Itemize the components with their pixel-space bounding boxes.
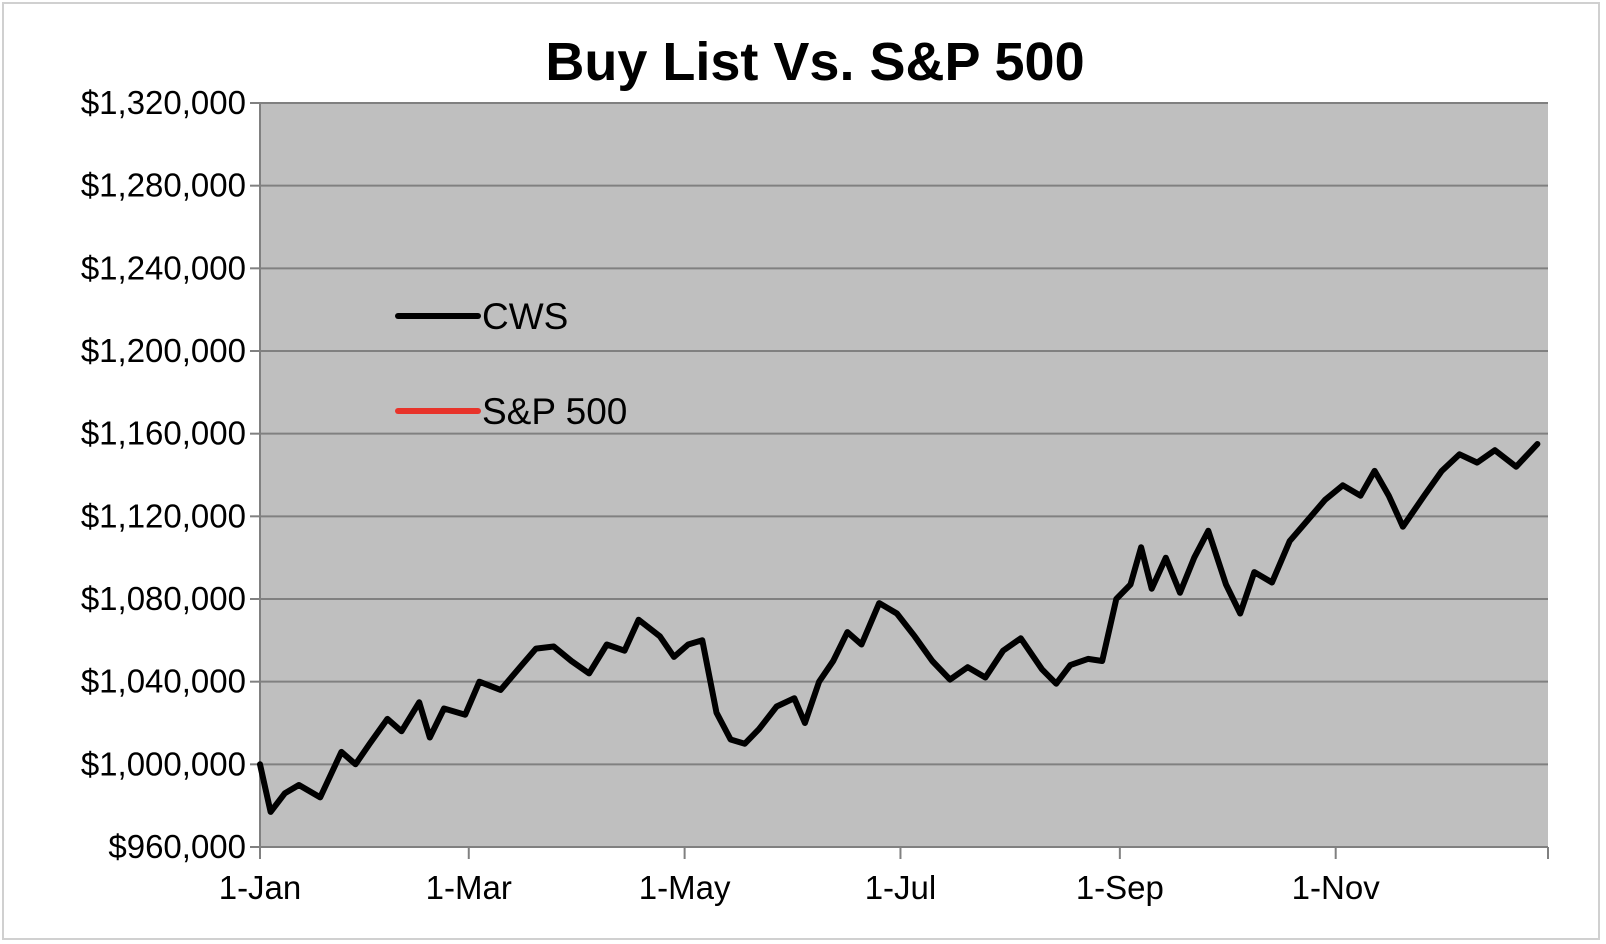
x-tick-label: 1-Jan — [219, 869, 302, 906]
series-line-cws — [257, 441, 1541, 815]
x-tick-label: 1-Sep — [1076, 869, 1164, 906]
legend-label-cws: CWS — [482, 296, 568, 337]
y-tick-label: $1,280,000 — [81, 167, 246, 204]
y-tick-label: $1,320,000 — [81, 84, 246, 121]
y-tick-label: $1,240,000 — [81, 249, 246, 286]
y-tick-label: $1,160,000 — [81, 415, 246, 452]
y-tick-label: $1,120,000 — [81, 497, 246, 534]
x-tick-label: 1-Jul — [865, 869, 937, 906]
plot-area — [260, 103, 1548, 847]
y-tick-label: $1,200,000 — [81, 332, 246, 369]
chart-title: Buy List Vs. S&P 500 — [545, 32, 1084, 92]
y-tick-label: $1,080,000 — [81, 580, 246, 617]
legend-label-s-p-500: S&P 500 — [482, 391, 627, 432]
y-tick-label: $1,040,000 — [81, 663, 246, 700]
x-tick-label: 1-May — [639, 869, 731, 906]
x-tick-label: 1-Mar — [426, 869, 512, 906]
y-tick-label: $1,000,000 — [81, 745, 246, 782]
y-tick-label: $960,000 — [108, 828, 246, 865]
x-tick-label: 1-Nov — [1292, 869, 1381, 906]
